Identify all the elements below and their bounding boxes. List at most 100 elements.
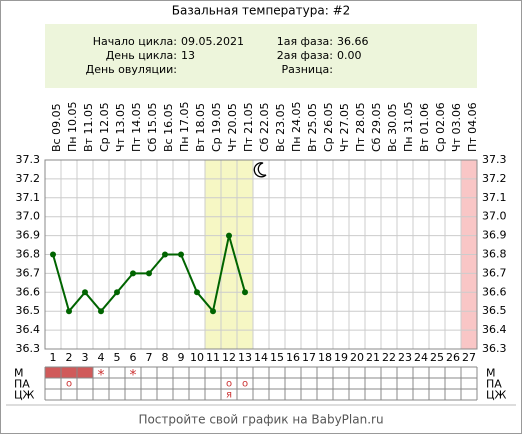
y-tick-label-right: 36.4 bbox=[482, 323, 507, 336]
x-tick-label: 27 bbox=[462, 351, 476, 364]
date-label: Пн 31.05 bbox=[402, 102, 415, 152]
y-tick-label: 36.8 bbox=[16, 248, 41, 261]
x-tick-label: 18 bbox=[318, 351, 332, 364]
x-tick-label: 4 bbox=[98, 351, 105, 364]
x-tick-label: 20 bbox=[350, 351, 364, 364]
x-tick-label: 10 bbox=[190, 351, 204, 364]
x-tick-label: 13 bbox=[238, 351, 252, 364]
date-label: Пт 21.05 bbox=[242, 102, 255, 152]
y-tick-label-right: 36.8 bbox=[482, 248, 507, 261]
y-tick-label: 37.0 bbox=[16, 210, 41, 223]
info-value: 09.05.2021 bbox=[181, 35, 244, 48]
x-tick-label: 15 bbox=[270, 351, 284, 364]
y-tick-label-right: 36.9 bbox=[482, 229, 507, 242]
footer: Постройте свой график на BabyPlan.ru bbox=[138, 413, 383, 427]
info-label: День овуляции: bbox=[86, 63, 177, 76]
date-label: Сб 29.05 bbox=[370, 103, 383, 152]
moon-icon bbox=[253, 162, 267, 178]
filled-cell bbox=[45, 367, 61, 378]
date-label: Вт 11.05 bbox=[82, 103, 95, 152]
x-tick-label: 1 bbox=[50, 351, 57, 364]
x-tick-label: 2 bbox=[66, 351, 73, 364]
info-label: Начало цикла: bbox=[93, 35, 177, 48]
date-label: Вс 30.05 bbox=[386, 103, 399, 152]
y-tick-label: 36.5 bbox=[16, 304, 41, 317]
date-label: Пн 10.05 bbox=[66, 102, 79, 152]
date-label: Пн 24.05 bbox=[290, 102, 303, 152]
y-tick-label-right: 37.0 bbox=[482, 210, 507, 223]
date-label: Ср 26.05 bbox=[322, 102, 335, 152]
date-label: Пт 28.05 bbox=[354, 102, 367, 152]
temperature-point bbox=[210, 308, 216, 315]
y-tick-label-right: 37.3 bbox=[482, 153, 507, 166]
date-label: Чт 27.05 bbox=[338, 103, 351, 152]
date-label: Ср 12.05 bbox=[98, 102, 111, 152]
temperature-point bbox=[50, 251, 56, 258]
info-value: 13 bbox=[181, 49, 195, 62]
y-tick-label-right: 36.7 bbox=[482, 266, 507, 279]
date-label: Сб 22.05 bbox=[258, 103, 271, 152]
y-tick-label: 36.6 bbox=[16, 285, 41, 298]
y-tick-label: 37.3 bbox=[16, 153, 41, 166]
temperature-point bbox=[82, 289, 88, 296]
temperature-point bbox=[114, 289, 120, 296]
x-tick-label: 5 bbox=[114, 351, 121, 364]
y-tick-label-right: 36.3 bbox=[482, 342, 507, 355]
x-tick-label: 25 bbox=[430, 351, 444, 364]
y-tick-label-right: 36.6 bbox=[482, 285, 507, 298]
date-label: Вс 09.05 bbox=[50, 103, 63, 152]
x-tick-label: 17 bbox=[302, 351, 316, 364]
x-tick-label: 7 bbox=[146, 351, 153, 364]
x-tick-label: 22 bbox=[382, 351, 396, 364]
info-label: 1ая фаза: bbox=[277, 35, 333, 48]
y-tick-label: 37.2 bbox=[16, 172, 41, 185]
row-mark: я bbox=[226, 390, 232, 401]
x-tick-label: 3 bbox=[82, 351, 89, 364]
temperature-point bbox=[146, 270, 152, 277]
filled-cell bbox=[61, 367, 77, 378]
x-tick-label: 11 bbox=[206, 351, 220, 364]
date-label: Чт 20.05 bbox=[226, 103, 239, 152]
date-label: Вт 25.05 bbox=[306, 103, 319, 152]
temperature-point bbox=[66, 308, 72, 315]
info-value: 0.00 bbox=[337, 49, 362, 62]
x-tick-label: 21 bbox=[366, 351, 380, 364]
row-mark: о bbox=[226, 379, 232, 390]
row-mark: * bbox=[130, 368, 137, 384]
x-tick-label: 8 bbox=[162, 351, 169, 364]
date-label: Чт 13.05 bbox=[114, 103, 127, 152]
x-tick-label: 26 bbox=[446, 351, 460, 364]
x-tick-label: 12 bbox=[222, 351, 236, 364]
x-tick-label: 16 bbox=[286, 351, 300, 364]
date-label: Сб 15.05 bbox=[146, 103, 159, 152]
temperature-point bbox=[242, 289, 248, 296]
y-tick-label-right: 37.2 bbox=[482, 172, 507, 185]
x-tick-label: 24 bbox=[414, 351, 428, 364]
date-label: Пн 17.05 bbox=[178, 102, 191, 152]
info-label: Разница: bbox=[282, 63, 334, 76]
x-tick-label: 6 bbox=[130, 351, 137, 364]
temperature-point bbox=[162, 251, 168, 258]
x-tick-label: 23 bbox=[398, 351, 412, 364]
date-label: Ср 02.06 bbox=[434, 102, 447, 152]
date-label: Вс 16.05 bbox=[162, 103, 175, 152]
chart-title: Базальная температура: #2 bbox=[172, 4, 351, 18]
row-label: М bbox=[14, 367, 24, 380]
row-label-right: М bbox=[486, 367, 496, 380]
row-label: ЦЖ bbox=[14, 389, 35, 402]
date-label: Вт 18.05 bbox=[194, 103, 207, 152]
row-mark: о bbox=[66, 379, 72, 390]
y-tick-label: 36.3 bbox=[16, 342, 41, 355]
y-tick-label: 37.1 bbox=[16, 191, 41, 204]
y-tick-label-right: 36.5 bbox=[482, 304, 507, 317]
temperature-point bbox=[226, 232, 232, 239]
y-tick-label: 36.9 bbox=[16, 229, 41, 242]
date-label: Вт 01.06 bbox=[418, 103, 431, 152]
y-tick-label: 36.7 bbox=[16, 266, 41, 279]
temperature-point bbox=[130, 270, 136, 277]
date-label: Чт 03.06 bbox=[450, 103, 463, 152]
temperature-point bbox=[194, 289, 200, 296]
temperature-point bbox=[98, 308, 104, 315]
row-label: ПА bbox=[14, 378, 30, 391]
